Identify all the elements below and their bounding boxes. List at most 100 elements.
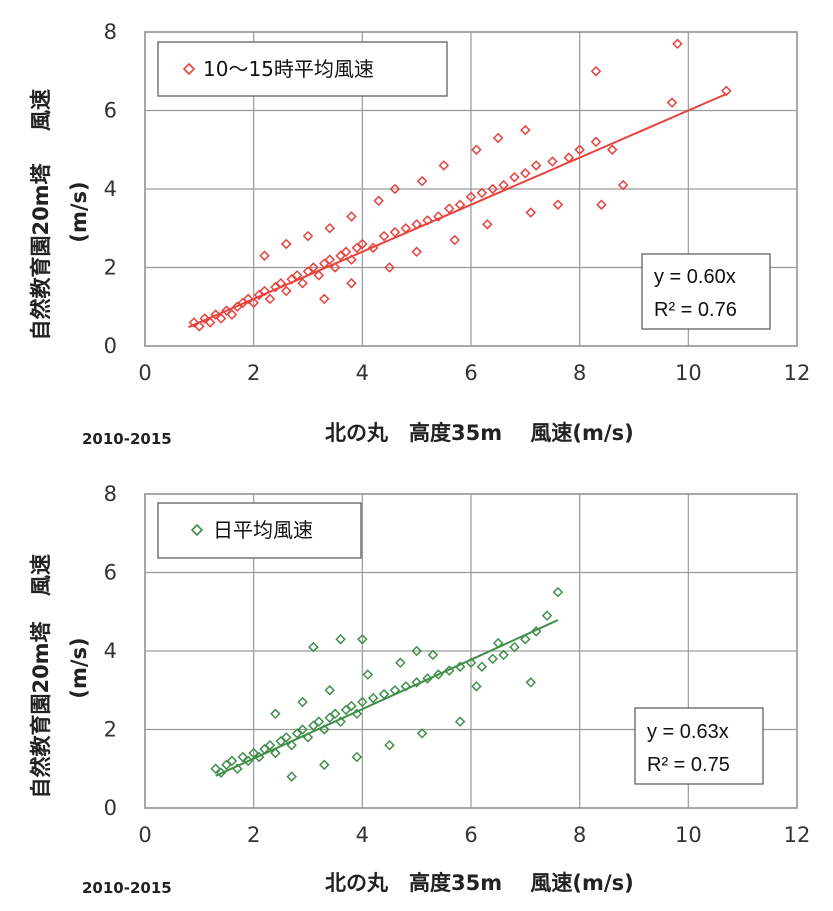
data-point (286, 739, 297, 751)
y-label-line-1: 風速 (29, 89, 53, 131)
y-tick-label: 0 (104, 334, 117, 358)
legend-box (157, 41, 448, 97)
data-point (552, 586, 564, 598)
data-point (389, 183, 401, 195)
trend-equation: y = 0.63x (647, 721, 729, 743)
data-point (324, 684, 335, 696)
chart-bottom: 0 2 4 6 8 10 12 0 2 4 6 8 日平均風速 y = 0.63x R² = 0.7… (29, 482, 810, 897)
data-point (487, 183, 498, 195)
period-label: 2010-2015 (82, 879, 172, 897)
y-label-line-3: (m/s) (67, 181, 91, 242)
data-point (226, 309, 238, 320)
data-point (346, 700, 357, 712)
data-point (259, 250, 270, 261)
data-point (411, 677, 422, 688)
data-point (357, 633, 368, 645)
data-point (509, 171, 520, 183)
equation-box-frame (641, 253, 771, 330)
x-tick-labels: 0 2 4 6 8 10 12 (138, 361, 810, 385)
r-squared: R² = 0.76 (654, 299, 737, 321)
data-point (297, 696, 308, 708)
legend-marker-icon (182, 62, 196, 76)
data-point (482, 219, 493, 230)
data-point (340, 246, 352, 258)
data-point (357, 696, 368, 708)
data-point (411, 645, 422, 657)
data-point (666, 97, 678, 108)
data-point (574, 144, 585, 156)
x-tick-label: 10 (675, 823, 702, 847)
data-point (242, 293, 254, 305)
y-tick-label: 0 (104, 796, 117, 820)
data-point (411, 246, 422, 258)
y-label-line-3: (m/s) (67, 637, 91, 698)
data-point (281, 238, 292, 250)
data-point (329, 708, 341, 720)
y-tick-label: 4 (104, 177, 117, 201)
data-point (313, 270, 325, 281)
data-point (596, 199, 607, 210)
x-tick-label: 8 (573, 361, 586, 385)
r-squared: R² = 0.75 (647, 754, 730, 776)
scatter-points (210, 586, 564, 782)
data-point (215, 313, 227, 324)
data-point (367, 692, 379, 704)
x-tick-label: 2 (247, 823, 260, 847)
equation-box-frame (634, 707, 764, 785)
data-point (281, 285, 292, 297)
x-tick-label: 10 (675, 361, 702, 385)
data-point (520, 124, 531, 136)
y-tick-label: 4 (104, 639, 117, 663)
x-tick-label: 8 (573, 823, 586, 847)
data-point (248, 297, 259, 309)
y-tick-label: 8 (104, 482, 117, 506)
data-point (672, 38, 683, 50)
data-point (329, 262, 341, 273)
x-axis-label: 北の丸 高度35m 風速(m/s) (325, 871, 634, 895)
data-point (194, 321, 205, 332)
trendline (188, 93, 727, 329)
chart-top: 0 2 4 6 8 10 12 0 2 4 6 8 10～15時平均風速 y = 0.60x R² … (29, 20, 810, 448)
data-point (308, 641, 319, 653)
data-point (530, 160, 542, 171)
data-point (471, 144, 482, 156)
data-point (264, 293, 276, 305)
data-point (357, 238, 368, 250)
x-tick-labels: 0 2 4 6 8 10 12 (138, 823, 810, 847)
y-tick-label: 6 (104, 99, 117, 123)
data-point (590, 136, 602, 148)
data-point (471, 681, 482, 692)
data-point (302, 230, 314, 242)
data-point (520, 168, 531, 179)
y-tick-label: 2 (104, 256, 117, 280)
data-point (525, 677, 537, 688)
data-point (547, 156, 558, 167)
data-point (373, 195, 384, 207)
data-point (346, 277, 357, 289)
data-point (264, 739, 276, 751)
legend: 10～15時平均風速 (157, 41, 448, 97)
data-point (313, 716, 325, 727)
data-point (346, 211, 357, 222)
data-point (286, 771, 297, 782)
y-tick-label: 8 (104, 20, 117, 44)
x-tick-label: 4 (356, 361, 369, 385)
data-point (492, 132, 504, 144)
equation-box: y = 0.63x R² = 0.75 (634, 707, 764, 785)
data-point (324, 222, 335, 234)
y-label-line-2: 自然教育園20m塔 (29, 620, 53, 798)
y-label-line-1: 風速 (29, 554, 53, 596)
data-point (498, 179, 509, 191)
data-point (281, 732, 292, 743)
x-tick-label: 0 (138, 823, 151, 847)
data-point (308, 262, 319, 273)
data-point (590, 65, 602, 77)
data-point (324, 254, 335, 265)
trendline (215, 619, 559, 777)
data-point (476, 661, 488, 672)
data-point (297, 277, 308, 289)
data-point (319, 293, 330, 305)
y-label-line-2: 自然教育園20m塔 (29, 162, 53, 340)
data-point (400, 681, 412, 692)
